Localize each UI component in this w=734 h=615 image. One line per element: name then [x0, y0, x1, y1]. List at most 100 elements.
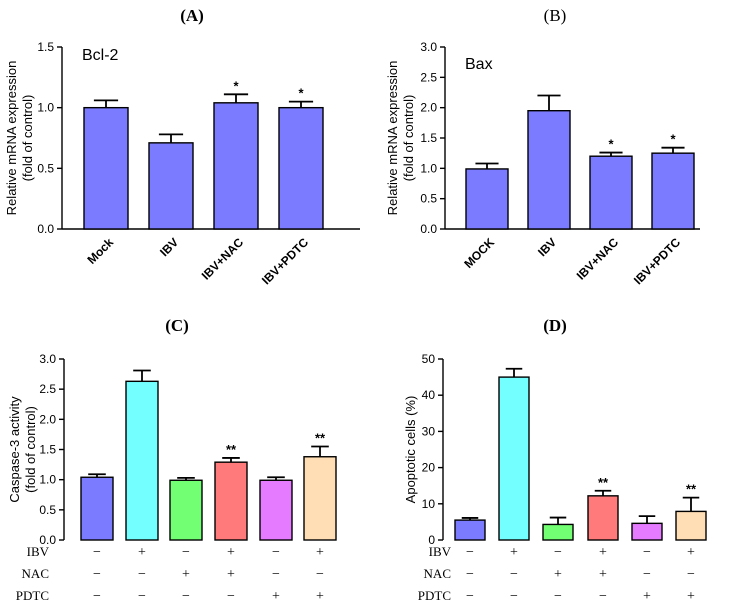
treatment-mark: −: [466, 589, 474, 604]
y-tick-label: 50: [422, 352, 436, 366]
significance-marker: *: [298, 86, 304, 101]
treatment-mark: +: [316, 545, 324, 560]
treatment-mark: +: [272, 589, 280, 604]
treatment-mark: −: [272, 545, 280, 560]
treatment-mark: −: [182, 589, 190, 604]
treatment-row-label: NAC: [424, 566, 451, 581]
treatment-mark: +: [316, 589, 324, 604]
y-tick-label: 20: [422, 461, 436, 475]
treatment-mark: −: [138, 589, 146, 604]
panel-label-c: (C): [165, 316, 189, 335]
x-category-label: IBV+PDTC: [631, 235, 683, 287]
treatment-row-label: IBV: [27, 544, 50, 559]
treatment-row-label: PDTC: [16, 588, 49, 603]
y-tick-label: 40: [422, 388, 436, 402]
bar: [589, 155, 633, 230]
y-tick-label: 2.5: [39, 382, 56, 396]
significance-marker: **: [686, 482, 697, 497]
y-tick-label: 30: [422, 424, 436, 438]
significance-marker: *: [233, 78, 239, 93]
bar: [83, 106, 129, 230]
treatment-mark: +: [510, 545, 518, 560]
treatment-mark: −: [93, 545, 101, 560]
significance-marker: **: [315, 430, 326, 445]
panel-label-b: (B): [544, 6, 567, 25]
x-category-label: IBV+NAC: [574, 235, 622, 283]
bar: [125, 380, 159, 541]
bar: [213, 102, 259, 230]
treatment-mark: +: [687, 545, 695, 560]
x-category-label: IBV: [157, 235, 181, 259]
bar: [675, 510, 707, 541]
treatment-mark: +: [599, 567, 607, 582]
treatment-mark: −: [554, 589, 562, 604]
y-tick-label: 10: [422, 497, 436, 511]
y-tick-label: 3.0: [39, 352, 56, 366]
bar: [542, 523, 574, 541]
chart-title: Bcl-2: [82, 47, 119, 64]
treatment-row-label: NAC: [22, 566, 49, 581]
y-tick-label: 3.0: [420, 40, 437, 54]
treatment-mark: −: [510, 589, 518, 604]
treatment-mark: −: [466, 567, 474, 582]
treatment-row-label: IBV: [429, 544, 452, 559]
y-tick-label: 0: [428, 533, 435, 547]
bar: [259, 479, 293, 541]
y-tick-label: 0.5: [39, 503, 56, 517]
bar: [278, 106, 324, 230]
chart-bcl2: 0.0 0.5 1.0 1.5 Relative mRNA expression (fol…: [4, 40, 360, 287]
bar: [465, 168, 509, 230]
treatment-mark: −: [599, 589, 607, 604]
y-tick-label: 2.0: [39, 412, 56, 426]
significance-marker: **: [226, 442, 237, 457]
significance-marker: *: [670, 132, 676, 147]
bar: [527, 109, 571, 230]
significance-marker: *: [608, 137, 614, 152]
treatment-mark: −: [138, 567, 146, 582]
treatment-row-label: PDTC: [418, 588, 451, 603]
panel-label-a: (A): [180, 6, 204, 25]
treatment-mark: −: [93, 589, 101, 604]
treatment-mark: −: [272, 567, 280, 582]
y-tick-label: 0.5: [37, 161, 54, 175]
bar: [454, 519, 486, 541]
treatment-mark: −: [182, 545, 190, 560]
chart-title: Bax: [465, 56, 493, 73]
treatment-mark: −: [316, 567, 324, 582]
y-tick-label: 0.0: [420, 222, 437, 236]
bar: [587, 495, 619, 541]
x-category-label: IBV+PDTC: [259, 235, 311, 287]
y-tick-label: 1.5: [37, 40, 54, 54]
x-category-label: MOCK: [461, 235, 497, 271]
y-tick-label: 1.0: [37, 101, 54, 115]
y-axis-label: Apoptotic cells (%): [403, 396, 418, 504]
treatment-mark: +: [687, 589, 695, 604]
bar: [169, 479, 203, 541]
significance-marker: **: [598, 475, 609, 490]
panel-label-d: (D): [543, 316, 567, 335]
treatment-mark: +: [227, 545, 235, 560]
y-axis-label: Relative mRNA expression: [385, 61, 400, 216]
treatment-mark: −: [687, 567, 695, 582]
chart-caspase3: 0.0 0.5 1.0 1.5 2.0 2.5 3.0 Caspase-3 activity(…: [7, 352, 337, 604]
y-tick-label: 1.0: [420, 161, 437, 175]
treatment-mark: −: [93, 567, 101, 582]
treatment-mark: −: [510, 567, 518, 582]
treatment-mark: +: [227, 567, 235, 582]
y-axis-label: (fold of control): [401, 95, 416, 182]
y-tick-label: 1.0: [39, 473, 56, 487]
chart-bax: 0.0 0.5 1.0 1.5 2.0 2.5 3.0 Relative mRNA expre…: [385, 40, 700, 287]
y-tick-label: 2.5: [420, 70, 437, 84]
y-axis-label: Caspase-3 activity: [7, 396, 22, 503]
y-tick-label: 0.0: [39, 533, 56, 547]
bar: [80, 476, 114, 541]
x-category-label: IBV+NAC: [199, 235, 247, 283]
treatment-mark: −: [554, 545, 562, 560]
y-axis-label: (fold of control): [23, 406, 38, 493]
treatment-mark: +: [554, 567, 562, 582]
bar: [631, 522, 663, 541]
x-category-label: Mock: [85, 235, 117, 267]
bar: [214, 461, 248, 541]
